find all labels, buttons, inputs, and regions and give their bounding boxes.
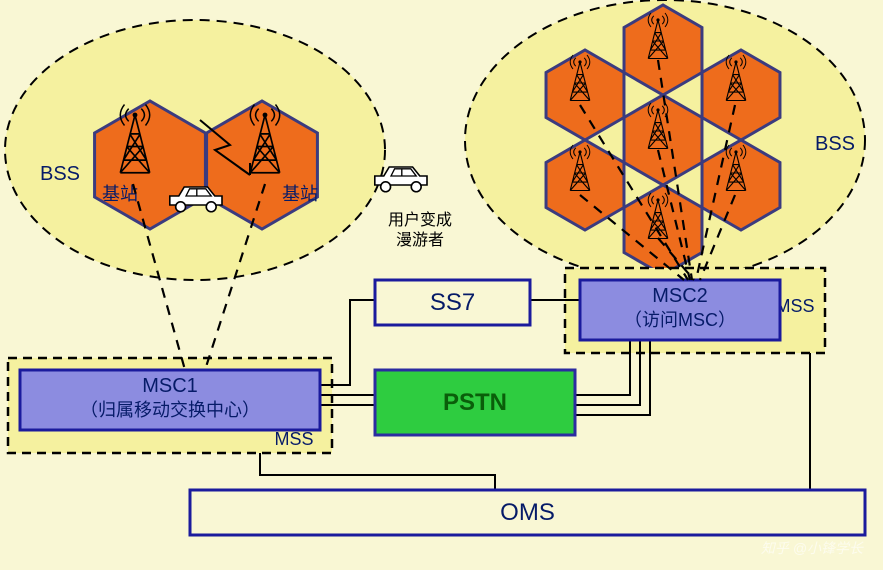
svg-text:MSS: MSS	[274, 429, 313, 449]
svg-text:PSTN: PSTN	[443, 389, 507, 416]
svg-text:BSS: BSS	[40, 163, 80, 185]
svg-text:BSS: BSS	[815, 133, 855, 155]
svg-text:SS7: SS7	[430, 289, 475, 316]
svg-text:（访问MSC）: （访问MSC）	[624, 310, 736, 330]
svg-text:（归属移动交换中心）: （归属移动交换中心）	[80, 400, 260, 420]
diagram-canvas: 基站基站BSSBSS用户变成漫游者MSSMSSSS7PSTNMSC1（归属移动交…	[0, 0, 883, 570]
svg-text:基站: 基站	[282, 184, 318, 204]
link-line	[260, 453, 495, 490]
svg-text:MSC1: MSC1	[142, 375, 198, 397]
watermark: 知乎 @小锋学长	[761, 538, 863, 558]
svg-text:MSC2: MSC2	[652, 285, 708, 307]
svg-text:用户变成: 用户变成	[388, 211, 452, 229]
svg-text:OMS: OMS	[500, 499, 555, 526]
svg-text:漫游者: 漫游者	[396, 231, 444, 249]
svg-text:基站: 基站	[102, 184, 138, 204]
